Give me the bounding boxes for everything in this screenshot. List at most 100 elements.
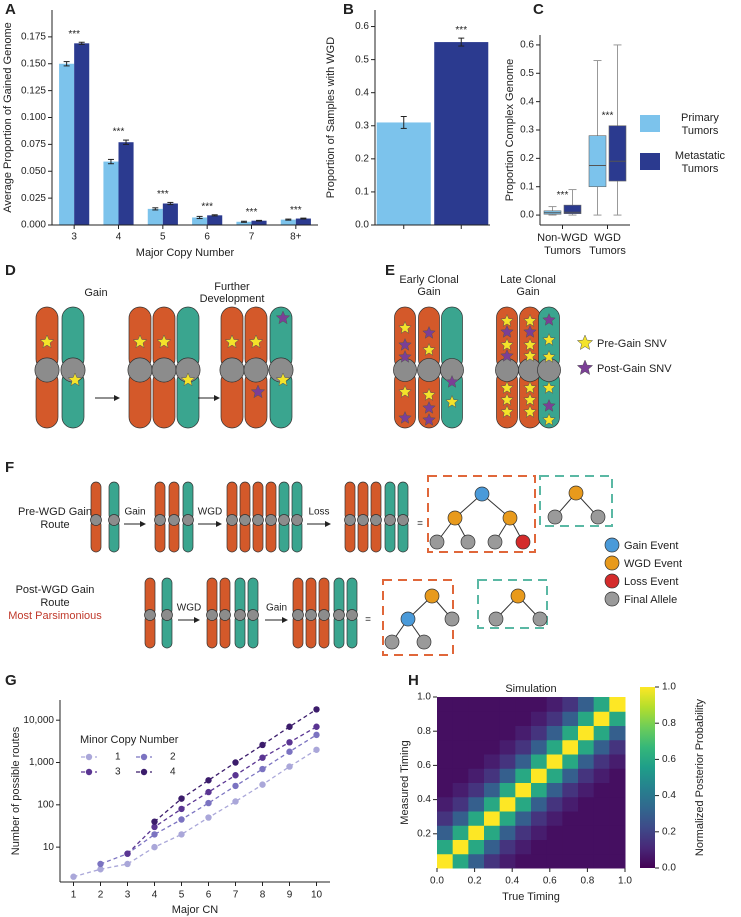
significance: ***	[113, 127, 125, 138]
heat-cell	[609, 839, 626, 855]
snv-star	[500, 404, 514, 418]
y-axis-label: Average Proportion of Gained Genome	[2, 22, 14, 213]
heat-cell	[546, 739, 563, 755]
snv-star	[500, 337, 514, 351]
bar	[147, 208, 163, 225]
centromere	[333, 609, 345, 621]
tree-node	[547, 509, 563, 525]
point	[286, 723, 293, 730]
snv-star	[224, 334, 240, 349]
centromere	[397, 514, 409, 526]
heat-cell	[562, 711, 579, 726]
tree-node	[510, 588, 526, 604]
snv-star	[523, 313, 537, 327]
tree-node	[384, 634, 400, 650]
y-tick-label: 0.6	[355, 21, 369, 32]
y-tick-label: 0.075	[21, 139, 46, 150]
legend-label: Post-Gain SNV	[597, 363, 672, 375]
heat-cell	[437, 768, 454, 783]
heat-cell	[437, 739, 454, 755]
legend-title: Minor Copy Number	[80, 734, 179, 746]
heat-cell	[546, 697, 563, 712]
centromere	[278, 514, 290, 526]
legend-swatch	[640, 153, 660, 170]
heat-cell	[499, 782, 516, 798]
y-axis-label: Measured Timing	[399, 740, 411, 824]
legend-marker	[85, 768, 93, 776]
heat-cell	[468, 839, 485, 855]
y-tick-label: 0.125	[21, 85, 46, 96]
heat-cell	[531, 796, 548, 812]
x-tick-label: 6	[206, 890, 212, 901]
y-tick-label: 0.5	[355, 54, 369, 65]
heat-cell	[578, 796, 595, 812]
tree-node	[460, 534, 476, 550]
point	[313, 706, 320, 713]
heat-cell	[452, 768, 469, 783]
heat-cell	[468, 825, 485, 840]
point	[313, 746, 320, 753]
tree-node	[488, 611, 504, 627]
x-tick-label: 1.0	[618, 876, 632, 887]
x-tick-label: 3	[71, 232, 77, 243]
x-tick-label: WGD Tumors	[589, 232, 626, 257]
snv-star	[576, 334, 594, 351]
heat-cell	[468, 853, 485, 869]
snv-star	[250, 384, 266, 399]
heat-cell	[515, 839, 532, 855]
y-tick-label: 0.0	[355, 220, 369, 231]
point	[151, 818, 158, 825]
snv-star	[576, 359, 594, 376]
box	[608, 125, 627, 182]
significance: ***	[246, 207, 258, 218]
heat-cell	[499, 711, 516, 726]
heat-cell	[531, 697, 548, 712]
point	[205, 777, 212, 784]
legend-label: WGD Event	[624, 558, 682, 570]
heat-cell	[499, 796, 516, 812]
tree-node	[502, 510, 518, 526]
heat-cell	[437, 711, 454, 726]
point	[259, 781, 266, 788]
heat-cell	[452, 853, 469, 869]
heat-cell	[578, 839, 595, 855]
heat-cell	[468, 739, 485, 755]
heat-cell	[531, 811, 548, 826]
snv-star	[542, 412, 556, 426]
heat-cell	[499, 811, 516, 826]
snv-star	[180, 372, 196, 387]
heat-cell	[562, 754, 579, 769]
snv-star	[398, 349, 412, 363]
legend-label: Gain Event	[624, 540, 678, 552]
heat-cell	[562, 782, 579, 798]
heat-cell	[452, 711, 469, 726]
y-tick-label: 0.100	[21, 112, 46, 123]
y-tick-label: 0.8	[417, 726, 431, 737]
legend-label: 1	[115, 752, 121, 763]
x-tick-label: 1	[71, 890, 77, 901]
x-axis-label: Major Copy Number	[136, 247, 235, 259]
legend-label: Pre-Gain SNV	[597, 338, 667, 350]
heat-cell	[609, 697, 626, 712]
panel-label: H	[408, 672, 419, 689]
significance: ***	[455, 25, 467, 36]
snv-star	[500, 392, 514, 406]
heat-cell	[437, 754, 454, 769]
centromere	[90, 514, 102, 526]
snv-star	[523, 337, 537, 351]
y-tick-label: 0.3	[520, 125, 534, 136]
heat-cell	[452, 796, 469, 812]
centromere	[239, 514, 251, 526]
snv-star	[156, 334, 172, 349]
snv-star	[422, 400, 436, 414]
legend-marker	[140, 753, 148, 761]
snv-star	[39, 334, 55, 349]
legend-marker	[604, 591, 620, 607]
heat-cell	[546, 711, 563, 726]
colorbar-tick-label: 0.8	[662, 718, 676, 729]
heat-cell	[531, 739, 548, 755]
heat-cell	[593, 739, 610, 755]
point	[205, 799, 212, 807]
tree-node	[429, 534, 445, 550]
heat-cell	[578, 754, 595, 769]
